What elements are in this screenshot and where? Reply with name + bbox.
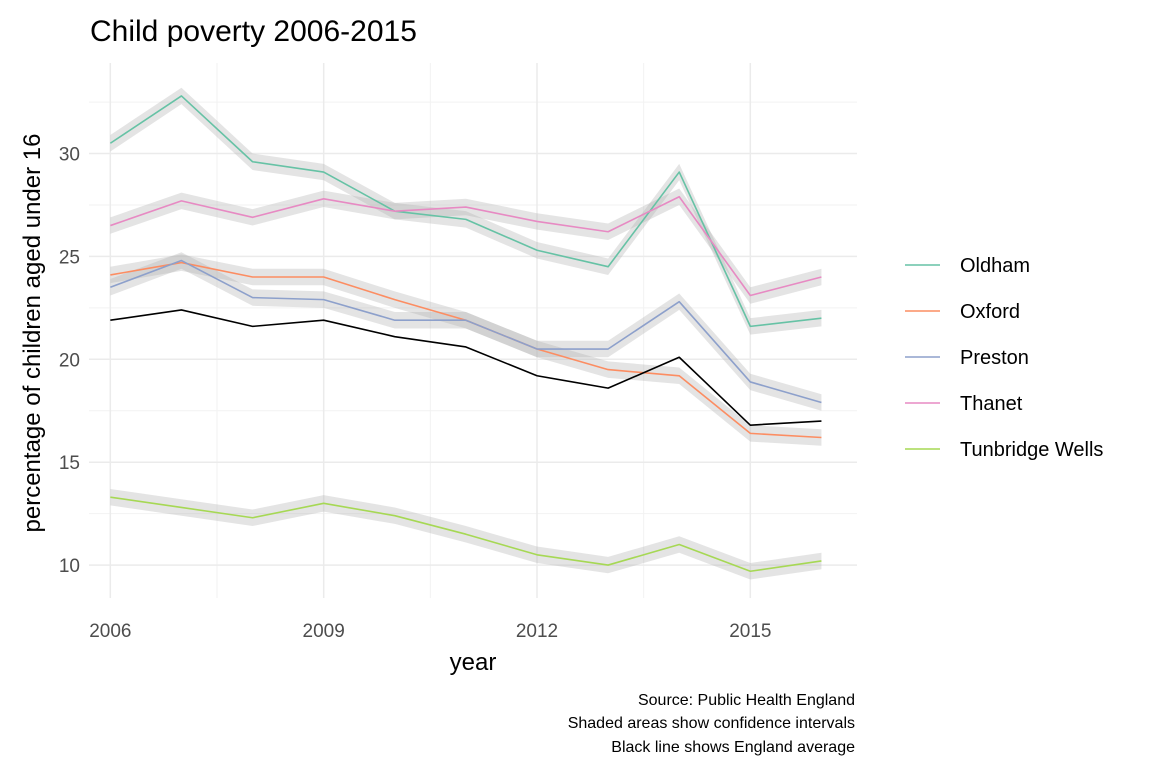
legend-label-preston: Preston — [960, 347, 1029, 369]
chart-title: Child poverty 2006-2015 — [90, 15, 417, 48]
x-axis-title: year — [450, 649, 497, 676]
y-tick-label: 10 — [59, 556, 80, 577]
oxford-confidence-band — [110, 254, 822, 446]
x-tick-label: 2006 — [89, 621, 131, 642]
preston-line — [110, 259, 822, 404]
tunbridge-wells-line — [110, 496, 822, 573]
y-tick-label: 20 — [59, 350, 80, 371]
preston-confidence-band — [110, 252, 822, 411]
legend-label-thanet: Thanet — [960, 393, 1023, 415]
x-tick-label: 2015 — [729, 621, 771, 642]
series-lines — [109, 95, 822, 573]
legend-label-oldham: Oldham — [960, 255, 1030, 277]
x-tick-label: 2009 — [303, 621, 345, 642]
caption-source: Source: Public Health England — [638, 692, 855, 709]
x-tick-label: 2012 — [516, 621, 558, 642]
y-axis-title: percentage of children aged under 16 — [19, 134, 46, 533]
legend-label-oxford: Oxford — [960, 301, 1020, 323]
thanet-line — [110, 195, 822, 297]
legend-label-tunbridge-wells: Tunbridge Wells — [960, 439, 1103, 461]
thanet-confidence-band — [110, 188, 822, 304]
caption-confidence: Shaded areas show confidence intervals — [568, 715, 855, 732]
england-average-line — [110, 309, 822, 426]
legend: Oldham Oxford Preston Thanet Tunbridge Wells — [905, 255, 1103, 461]
grid-layer — [89, 63, 857, 598]
y-tick-label: 15 — [59, 453, 80, 474]
y-tick-label: 25 — [59, 247, 80, 268]
y-tick-label: 30 — [59, 145, 80, 166]
tick-labels: 2006 2009 2012 2015 10 15 20 25 30 — [59, 145, 772, 642]
oldham-line — [109, 95, 822, 328]
caption-average: Black line shows England average — [611, 739, 855, 756]
